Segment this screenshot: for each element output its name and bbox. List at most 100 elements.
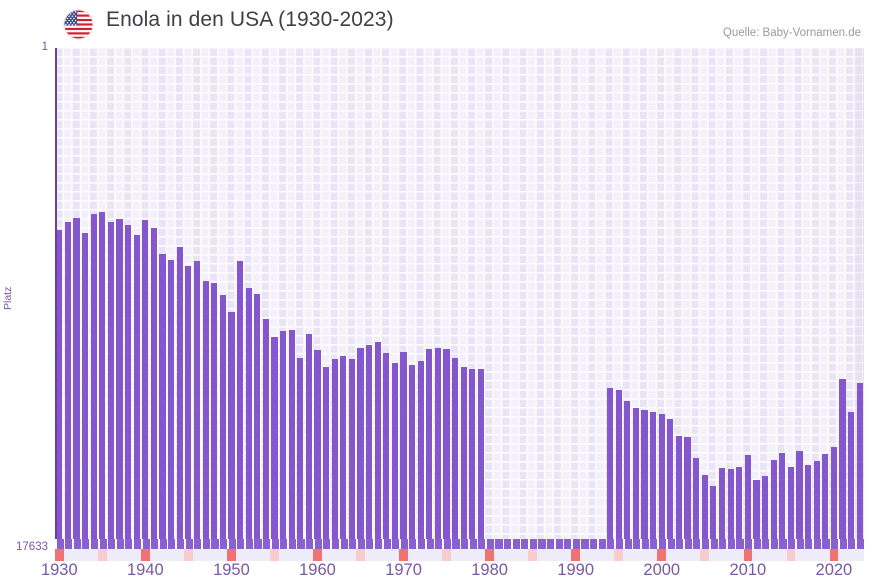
x-axis-tick-label: 1970 [385,561,422,579]
bar[interactable] [822,453,829,545]
bar[interactable] [73,218,80,545]
bar[interactable] [460,366,467,545]
x-axis-tick-separator [803,539,806,549]
bar[interactable] [452,358,459,545]
bar[interactable] [236,261,244,545]
bar[interactable] [90,213,97,545]
bar[interactable] [710,486,717,545]
half-decade-marker [184,549,193,561]
bar[interactable] [847,411,855,545]
bar[interactable] [434,347,442,545]
bar[interactable] [262,319,269,545]
x-axis-tick-separator [364,539,367,549]
bar[interactable] [357,348,364,545]
x-axis-tick-separator [820,539,823,549]
bar[interactable] [168,259,175,545]
bar[interactable] [813,460,820,545]
half-decade-marker [270,549,279,561]
bar[interactable] [142,220,149,545]
bar[interactable] [254,294,261,545]
bar[interactable] [107,221,115,545]
bar[interactable] [632,408,640,545]
bar[interactable] [727,468,734,545]
bar[interactable] [305,334,312,545]
bar[interactable] [736,467,743,545]
bar[interactable] [804,464,812,545]
bar[interactable] [116,219,123,545]
bar[interactable] [297,358,304,545]
bar[interactable] [830,447,837,545]
bar[interactable] [615,390,622,545]
bar[interactable] [701,475,708,545]
bar[interactable] [658,413,665,545]
bar[interactable] [477,368,485,545]
x-axis-tick-label: 2010 [729,561,767,579]
bar[interactable] [314,350,321,545]
bar[interactable] [675,436,683,545]
x-axis-tick-separator [554,539,556,549]
bar[interactable] [753,479,760,545]
bar[interactable] [374,341,381,545]
bar[interactable] [400,352,407,545]
bar[interactable] [607,388,614,545]
bar[interactable] [383,352,390,545]
bar[interactable] [159,254,166,545]
x-axis-tick-separator [476,539,479,549]
bar[interactable] [193,260,201,545]
bar[interactable] [133,234,140,545]
x-axis-tick-separator [55,539,57,549]
bar[interactable] [650,411,657,545]
x-axis-tick-separator [528,539,530,549]
bar[interactable] [796,450,803,545]
bar[interactable] [202,281,209,545]
bar[interactable] [469,369,476,545]
bar[interactable] [176,246,183,545]
x-axis-tick-separator [605,539,608,549]
x-axis-tick-separator [313,539,315,549]
bar[interactable] [409,364,416,545]
bar[interactable] [348,358,355,545]
bar[interactable] [64,221,71,545]
bar[interactable] [331,358,338,545]
bar[interactable] [228,311,235,545]
bar[interactable] [684,436,691,545]
bar[interactable] [323,367,330,545]
bar[interactable] [624,400,631,545]
bar[interactable] [693,457,700,545]
bar[interactable] [667,418,674,545]
decade-marker [571,549,580,561]
bar[interactable] [185,266,192,545]
bar[interactable] [770,460,777,545]
bar[interactable] [219,294,226,545]
bar[interactable] [641,410,648,545]
x-axis-tick-separator [442,539,444,549]
bar[interactable] [245,287,252,545]
bar[interactable] [761,475,769,545]
x-axis-tick-separator [838,539,840,549]
x-axis-tick-separator [631,539,634,549]
bar[interactable] [82,232,89,545]
bar[interactable] [99,212,106,545]
bar[interactable] [839,378,846,545]
bar[interactable] [125,225,132,545]
bar[interactable] [279,331,287,545]
bar[interactable] [426,349,433,545]
bar[interactable] [150,228,158,545]
bar[interactable] [56,229,63,545]
x-axis-tick-separator [760,539,763,549]
bar[interactable] [366,345,373,545]
bar[interactable] [856,383,863,545]
bar[interactable] [443,349,450,545]
bar[interactable] [787,467,794,545]
bar[interactable] [271,337,278,545]
bar[interactable] [340,355,347,545]
bar[interactable] [718,467,726,545]
x-axis-tick-separator [141,539,143,549]
x-axis-tick-separator [829,539,832,549]
bar[interactable] [211,282,218,545]
bar[interactable] [417,360,424,545]
bar[interactable] [391,362,399,545]
bar[interactable] [288,329,295,545]
bar[interactable] [744,455,751,545]
bar[interactable] [779,453,786,545]
